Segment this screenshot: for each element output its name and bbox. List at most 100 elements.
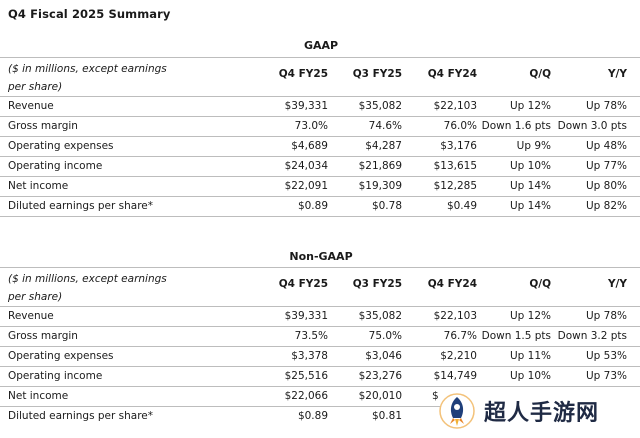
table-cell: $39,331 [284, 100, 328, 112]
table-cell: Down 3.0 pts [557, 120, 627, 132]
units-note: ($ in millions, except earnings per shar… [8, 273, 167, 303]
table-header: ($ in millions, except earnings per shar… [0, 58, 640, 98]
table-header: ($ in millions, except earnings per shar… [0, 268, 640, 308]
section-heading-label: GAAP [303, 39, 339, 52]
table-cell: Up 12% [509, 100, 551, 112]
divider [0, 366, 640, 367]
divider [0, 136, 640, 137]
table-cell: Up 10% [509, 370, 551, 382]
table-cell: Up 14% [509, 180, 551, 192]
row-label: Net income [8, 180, 69, 192]
table-cell: $35,082 [358, 310, 402, 322]
column-header: Q/Q [529, 68, 551, 80]
table-row: Net income $22,091 $19,309 $12,285 Up 14… [0, 176, 640, 196]
column-header: Y/Y [607, 278, 627, 290]
table-row: Diluted earnings per share* $0.89 $0.78 … [0, 196, 640, 216]
table-cell: Up 10% [509, 160, 551, 172]
table-cell: 75.0% [368, 330, 402, 342]
table-row: Diluted earnings per share* $0.89 $0.81 [0, 406, 640, 426]
column-header: Q3 FY25 [352, 68, 402, 80]
table-row: Gross margin 73.0% 74.6% 76.0% Down 1.6 … [0, 116, 640, 136]
row-label: Operating income [8, 160, 103, 172]
table-cell: 73.5% [294, 330, 328, 342]
table-row: Revenue $39,331 $35,082 $22,103 Up 12% U… [0, 96, 640, 116]
table-row: Operating expenses $3,378 $3,046 $2,210 … [0, 346, 640, 366]
divider [0, 346, 640, 347]
table-cell: $4,689 [291, 140, 328, 152]
table-cell: Up 78% [585, 310, 627, 322]
table-cell: 74.6% [368, 120, 402, 132]
table-cell: $23,276 [358, 370, 402, 382]
column-header: Q3 FY25 [352, 278, 402, 290]
watermark: 超人手游网 [438, 388, 638, 434]
divider [0, 406, 440, 407]
divider [0, 216, 640, 217]
table-cell: 76.7% [443, 330, 477, 342]
table-cell: $4,287 [365, 140, 402, 152]
column-header: Q4 FY24 [427, 278, 477, 290]
divider [0, 386, 640, 387]
table-row: Operating income $24,034 $21,869 $13,615… [0, 156, 640, 176]
row-label: Diluted earnings per share* [8, 200, 154, 212]
table-cell: $39,331 [284, 310, 328, 322]
divider [0, 57, 640, 58]
table-cell: $0.89 [297, 200, 328, 212]
table-cell: $12,285 [433, 180, 477, 192]
divider [0, 267, 640, 268]
table-cell: Up 78% [585, 100, 627, 112]
table-cell: $0.78 [371, 200, 402, 212]
row-label: Operating expenses [8, 350, 114, 362]
rocket-logo-icon [438, 392, 476, 430]
table-cell: Up 73% [585, 370, 627, 382]
row-label: Operating expenses [8, 140, 114, 152]
column-header: Y/Y [607, 68, 627, 80]
divider [0, 96, 640, 97]
row-label: Net income [8, 390, 69, 402]
table-cell: $3,046 [365, 350, 402, 362]
table-cell: $13,615 [433, 160, 477, 172]
divider [0, 196, 640, 197]
table-cell: $3,378 [291, 350, 328, 362]
section-heading: GAAP [0, 36, 640, 56]
table-cell: $3,176 [440, 140, 477, 152]
table-cell: $24,034 [284, 160, 328, 172]
row-label: Gross margin [8, 330, 78, 342]
table-cell: Down 1.6 pts [481, 120, 551, 132]
divider [0, 176, 640, 177]
table-cell: 76.0% [443, 120, 477, 132]
table-cell: $22,103 [433, 100, 477, 112]
table-cell: $14,749 [433, 370, 477, 382]
table-cell: Up 11% [509, 350, 551, 362]
table-row: Operating income $25,516 $23,276 $14,749… [0, 366, 640, 386]
table-cell: $22,091 [284, 180, 328, 192]
table-cell: $19,309 [358, 180, 402, 192]
table-cell: Down 3.2 pts [557, 330, 627, 342]
table-cell: Up 14% [509, 200, 551, 212]
row-label: Operating income [8, 370, 103, 382]
table-cell: Up 77% [585, 160, 627, 172]
divider [0, 116, 640, 117]
row-label: Diluted earnings per share* [8, 410, 154, 422]
table-cell: Up 48% [585, 140, 627, 152]
divider [0, 326, 640, 327]
column-header: Q4 FY24 [427, 68, 477, 80]
column-header: Q4 FY25 [278, 68, 328, 80]
table-cell: $2,210 [440, 350, 477, 362]
row-label: Revenue [8, 100, 54, 112]
table-row: Gross margin 73.5% 75.0% 76.7% Down 1.5 … [0, 326, 640, 346]
divider [0, 306, 640, 307]
table-cell: $35,082 [358, 100, 402, 112]
table-row: Operating expenses $4,689 $4,287 $3,176 … [0, 136, 640, 156]
table-cell: Up 12% [509, 310, 551, 322]
table-cell: Up 9% [516, 140, 551, 152]
table-cell: Up 53% [585, 350, 627, 362]
row-label: Revenue [8, 310, 54, 322]
table-cell: Up 80% [585, 180, 627, 192]
section-heading-label: Non-GAAP [289, 250, 353, 263]
table-cell: Down 1.5 pts [481, 330, 551, 342]
table-row: Net income $22,066 $20,010 $ [0, 386, 640, 406]
divider [0, 156, 640, 157]
table-cell: $22,103 [433, 310, 477, 322]
watermark-text: 超人手游网 [484, 401, 600, 426]
table-cell: 73.0% [294, 120, 328, 132]
